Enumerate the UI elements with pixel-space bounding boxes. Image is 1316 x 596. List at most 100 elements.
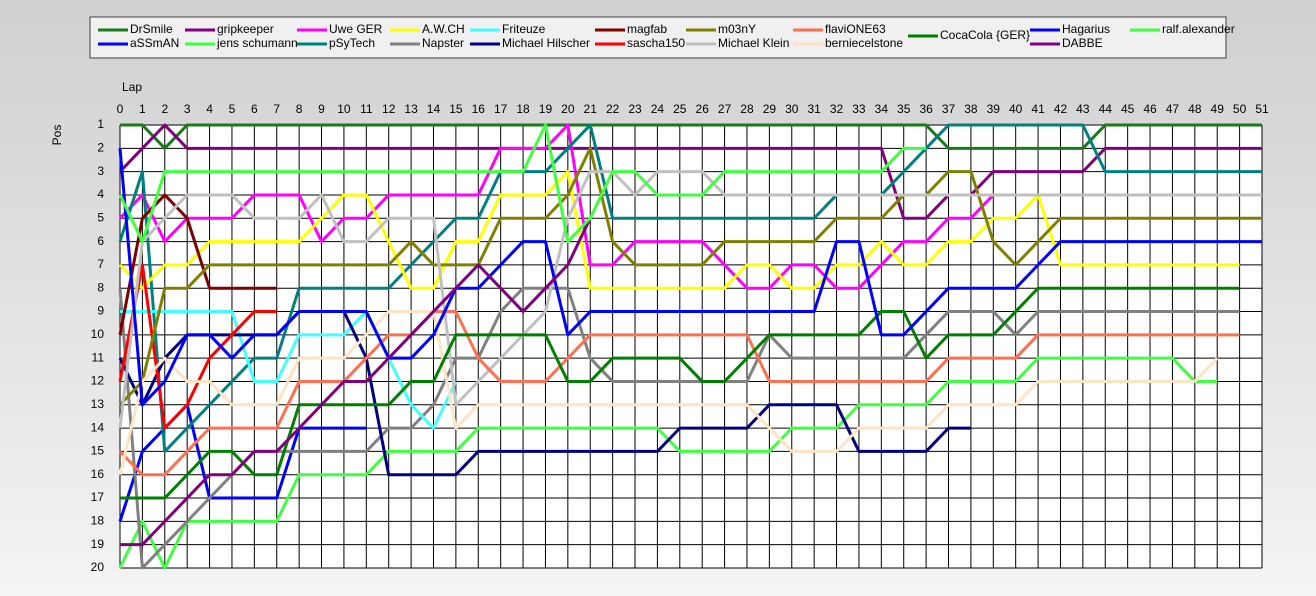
series-line [118,310,1240,477]
x-tick-label: 23 [628,102,642,116]
x-tick-label: 33 [852,102,866,116]
y-tick-label: 17 [91,490,105,504]
x-tick-label: 20 [561,102,575,116]
legend-label: aSSmAN [130,36,179,50]
y-tick-label: 11 [92,350,105,364]
x-tick-label: 32 [830,102,844,116]
series-line [120,286,1240,500]
x-tick-label: 1 [139,102,146,116]
x-tick-label: 42 [1054,102,1068,116]
y-tick-label: 4 [97,187,104,201]
y-tick-label: 19 [91,537,105,551]
legend-box [89,16,1227,59]
y-tick-label: 18 [91,514,105,528]
x-tick-label: 43 [1076,102,1090,116]
legend-label: CocaCola {GER} [940,28,1030,42]
legend-label: Michael Klein [718,36,789,50]
x-tick-label: 24 [651,102,665,116]
legend-label: flaviONE63 [825,22,886,36]
x-tick-label: 5 [229,102,236,116]
series-line [118,310,1219,476]
y-axis-label: Pos [50,125,64,146]
x-tick-label: 34 [875,102,889,116]
y-tick-label: 1 [97,117,104,131]
x-tick-label: 25 [673,102,687,116]
x-tick-label: 44 [1099,102,1113,116]
series-line [118,170,1240,290]
y-tick-label: 20 [91,560,105,574]
x-tick-label: 46 [1143,102,1157,116]
x-tick-label: 13 [404,102,418,116]
x-tick-label: 41 [1031,102,1045,116]
x-tick-label: 12 [382,102,396,116]
x-tick-label: 40 [1009,102,1023,116]
legend-label: magfab [627,22,667,36]
series-line [120,123,1262,150]
x-tick-label: 38 [964,102,978,116]
x-tick-label: 10 [337,102,351,116]
x-tick-label: 37 [942,102,956,116]
x-tick-label: 48 [1188,102,1202,116]
x-tick-label: 29 [763,102,777,116]
y-tick-label: 9 [97,304,104,318]
x-tick-label: 49 [1211,102,1225,116]
x-tick-label: 50 [1233,102,1247,116]
x-tick-label: 51 [1255,102,1269,116]
y-tick-label: 7 [97,257,104,271]
series-line [118,146,1262,406]
x-tick-label: 22 [606,102,620,116]
y-tick-label: 5 [97,210,104,224]
series-line [118,123,1016,290]
x-tick-label: 16 [472,102,486,116]
series-line [118,193,277,336]
legend-label: jens schumann [216,36,298,50]
y-tick-label: 14 [91,420,105,434]
x-tick-label: 4 [206,102,213,116]
x-tick-label: 6 [251,102,258,116]
series-line [120,310,458,430]
legend-label: DrSmile [130,22,173,36]
legend-label: gripkeeper [217,22,274,36]
x-tick-label: 17 [494,102,508,116]
legend-label: Uwe GER [329,22,383,36]
x-tick-label: 19 [539,102,553,116]
x-tick-label: 35 [897,102,911,116]
x-tick-label: 31 [807,102,821,116]
y-tick-label: 13 [91,397,105,411]
legend-label: Michael Hilscher [502,36,590,50]
legend-label: Friteuze [502,22,546,36]
legend-label: ralf.alexander [1162,22,1235,36]
series-line [118,286,1240,570]
legend-label: berniecelstone [825,36,903,50]
series-line [118,123,927,244]
y-tick-label: 16 [91,467,105,481]
x-tick-label: 18 [516,102,530,116]
x-tick-label: 9 [318,102,325,116]
x-tick-label: 11 [360,102,373,116]
x-tick-label: 30 [785,102,799,116]
x-tick-label: 28 [740,102,754,116]
x-tick-label: 0 [117,102,124,116]
x-tick-label: 45 [1121,102,1135,116]
legend-label: Hagarius [1062,22,1110,36]
plot-area [120,125,1262,568]
x-tick-label: 47 [1166,102,1180,116]
legend-label: m03nY [718,22,756,36]
x-tick-label: 7 [273,102,280,116]
series-line [118,403,367,522]
x-tick-label: 2 [161,102,168,116]
x-tick-label: 8 [296,102,303,116]
legend-label: Napster [422,36,464,50]
series-line [120,217,592,547]
y-tick-label: 6 [97,234,104,248]
legend-label: DABBE [1062,36,1103,50]
legend-label: A.W.CH [422,22,465,36]
y-tick-label: 8 [97,280,104,294]
x-tick-label: 27 [718,102,732,116]
x-tick-label: 39 [987,102,1001,116]
series-line [118,148,1262,407]
x-axis-label: Lap [122,80,142,94]
x-tick-label: 36 [919,102,933,116]
series-line [118,123,1262,220]
